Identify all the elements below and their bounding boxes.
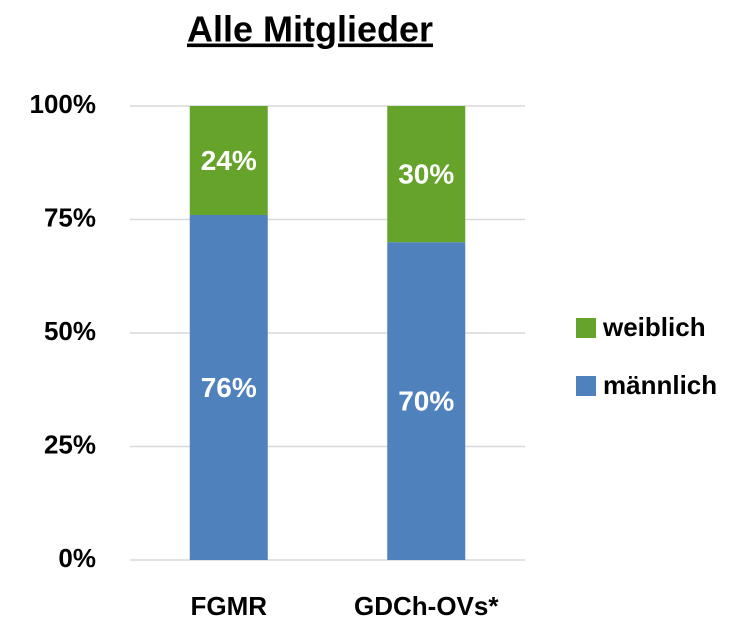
y-tick-label: 25% (44, 429, 96, 459)
legend-swatch (576, 376, 596, 396)
data-label: 70% (398, 385, 454, 416)
bar-segment (189, 214, 268, 560)
y-tick-label: 100% (30, 89, 97, 119)
y-tick-label: 0% (58, 543, 96, 573)
data-label: 76% (201, 372, 257, 403)
bar-segment (189, 106, 268, 215)
bar-segment (387, 242, 466, 560)
legend-label: männlich (603, 370, 717, 400)
data-label: 24% (201, 145, 257, 176)
bar-segment (387, 106, 466, 243)
x-tick-label: GDCh-OVs* (354, 591, 499, 621)
y-tick-label: 50% (44, 316, 96, 346)
legend-label: weiblich (602, 312, 706, 342)
x-tick-label: FGMR (190, 591, 267, 621)
legend-swatch (576, 318, 596, 338)
chart-title: Alle Mitglieder (187, 9, 433, 50)
data-label: 30% (398, 158, 454, 189)
y-tick-label: 75% (44, 202, 96, 232)
